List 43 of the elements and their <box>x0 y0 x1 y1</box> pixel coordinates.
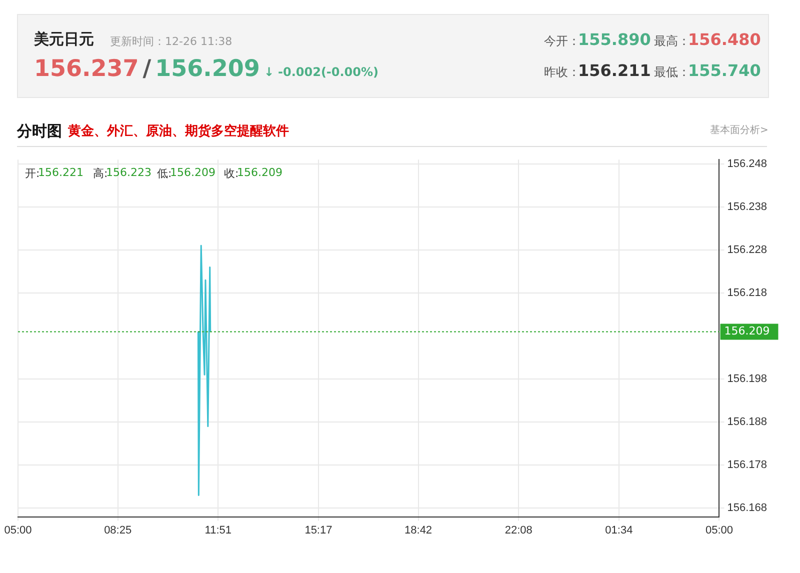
annotation: 开: <box>25 166 40 181</box>
text: 156.209 <box>155 56 260 82</box>
text: 昨收： <box>544 65 580 81</box>
text: 黄金、外汇、原油、期货多空提醒软件 <box>68 122 289 140</box>
text: 基本面分析> <box>710 124 768 137</box>
chart-title: 美元日元 <box>34 30 94 49</box>
y-tick-label: 156.248 <box>727 158 768 170</box>
annotation: 高: <box>93 166 108 181</box>
text: 今开： <box>544 34 580 50</box>
text: ↓ <box>264 65 274 79</box>
x-tick-label: 18:42 <box>404 524 432 536</box>
annotation: 156.209 <box>237 166 282 179</box>
ref-line-label: 156.209 <box>724 324 770 338</box>
annotation: 收: <box>224 166 239 181</box>
x-tick-label: 22:08 <box>504 524 532 536</box>
text: -0.002(-0.00%) <box>278 65 379 79</box>
text: 156.211 <box>578 61 651 80</box>
text: 156.237 <box>34 56 139 82</box>
text: 最高： <box>654 34 690 50</box>
x-tick-label: 05:00 <box>4 524 32 536</box>
x-tick-label: 08:25 <box>104 524 132 536</box>
annotation: 156.223 <box>106 166 152 179</box>
y-tick-label: 156.178 <box>727 459 768 472</box>
annotation: 156.221 <box>38 166 84 179</box>
text: 最低： <box>654 65 690 81</box>
annotation: 低: <box>157 166 172 181</box>
text: 155.890 <box>578 30 651 49</box>
text: / <box>142 56 152 82</box>
x-tick-label: 15:17 <box>304 524 332 536</box>
annotation: 156.209 <box>170 166 216 179</box>
y-tick-label: 156.238 <box>727 200 768 213</box>
y-tick-label: 156.228 <box>727 244 768 256</box>
text: 155.740 <box>688 61 761 80</box>
x-tick-label: 11:51 <box>204 524 232 536</box>
y-tick-label: 156.188 <box>727 416 768 428</box>
text: 分时图 <box>17 122 62 141</box>
chart-subtitle: 更新时间：12-26 11:38 <box>110 34 232 49</box>
text: 156.480 <box>688 30 761 49</box>
x-tick-label: 01:34 <box>605 524 633 536</box>
y-tick-label: 156.198 <box>727 373 768 386</box>
y-tick-label: 156.168 <box>727 502 768 514</box>
y-tick-label: 156.218 <box>727 287 768 300</box>
x-tick-label: 05:00 <box>705 524 734 536</box>
